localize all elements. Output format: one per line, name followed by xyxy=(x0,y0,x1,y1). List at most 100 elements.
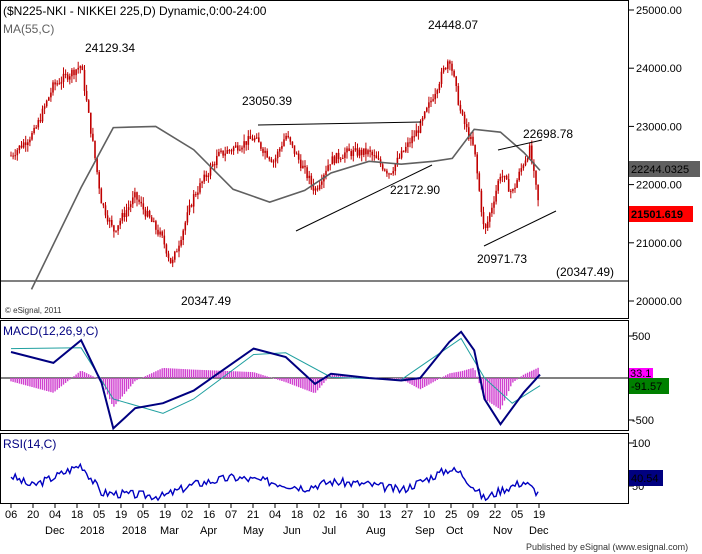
macd-series xyxy=(10,330,541,431)
candle-body xyxy=(253,137,256,141)
candle-body xyxy=(482,212,485,225)
candle-body xyxy=(331,156,334,165)
candle-body xyxy=(43,106,46,109)
candle-body xyxy=(142,203,145,210)
candle-body xyxy=(493,201,495,208)
candle-body xyxy=(438,83,441,91)
candle-series xyxy=(10,59,539,268)
copyright: © eSignal, 2011 xyxy=(5,306,62,315)
candle-body xyxy=(283,139,285,146)
x-day-label: 09 xyxy=(467,509,479,521)
candle-body xyxy=(264,150,266,153)
candle-body xyxy=(127,207,130,211)
candle-body xyxy=(136,192,138,200)
x-day-label: 27 xyxy=(401,509,413,521)
x-day-label: 02 xyxy=(181,509,193,521)
candle-body xyxy=(121,213,124,221)
candle-body xyxy=(260,142,262,149)
candle-body xyxy=(333,156,336,164)
candle-body xyxy=(455,76,457,87)
candle-body xyxy=(159,231,161,235)
candle-body xyxy=(272,161,275,163)
x-day-label: 05 xyxy=(511,509,523,521)
candle-body xyxy=(157,229,159,235)
candle-body xyxy=(318,184,321,189)
candle-body xyxy=(98,172,100,189)
candle-body xyxy=(270,159,273,162)
x-month-label: Oct xyxy=(446,525,463,537)
candle-body xyxy=(52,82,54,93)
candle-body xyxy=(484,224,487,228)
candle-body xyxy=(449,61,451,64)
candle-body xyxy=(520,168,523,172)
candle-body xyxy=(274,158,277,162)
rsi-value-badge xyxy=(629,470,663,486)
candle-body xyxy=(457,86,460,105)
annotation-20347-low: 20347.49 xyxy=(181,294,231,308)
price-tick-label: 24000.00 xyxy=(636,63,682,75)
x-month-label: Dec xyxy=(529,525,549,537)
macd-title: MACD(12,26,9,C) xyxy=(3,324,98,338)
candle-body xyxy=(350,151,352,157)
x-day-label: 13 xyxy=(379,509,391,521)
candle-body xyxy=(398,157,401,159)
candle-body xyxy=(71,69,73,77)
candle-body xyxy=(119,220,121,226)
candle-body xyxy=(291,141,294,146)
candle-body xyxy=(344,152,346,158)
macd-panel-frame xyxy=(0,320,629,431)
candle-body xyxy=(281,145,283,149)
rsi-panel-frame xyxy=(0,433,629,504)
candle-body xyxy=(58,83,61,85)
candle-body xyxy=(524,160,527,166)
candle-body xyxy=(178,245,180,252)
candle-body xyxy=(140,201,142,204)
candle-body xyxy=(423,111,426,118)
candle-body xyxy=(174,251,176,260)
candle-body xyxy=(377,158,380,160)
candle-body xyxy=(461,110,464,115)
candle-body xyxy=(125,210,128,218)
candle-body xyxy=(188,205,191,213)
candle-body xyxy=(428,102,430,108)
ma-value: 22244.0325 xyxy=(631,164,689,176)
candle-body xyxy=(491,207,493,214)
candle-body xyxy=(531,145,533,163)
candle-body xyxy=(287,135,289,138)
candle-body xyxy=(432,99,434,101)
candle-body xyxy=(411,136,413,144)
candle-body xyxy=(138,199,140,202)
candle-body xyxy=(285,135,287,140)
candle-body xyxy=(442,67,445,72)
candle-body xyxy=(329,164,331,166)
candle-body xyxy=(499,176,502,181)
candle-body xyxy=(528,145,531,159)
candle-body xyxy=(100,188,103,204)
candle-body xyxy=(129,204,132,208)
candle-body xyxy=(150,217,153,222)
price-tick-label: 22000.00 xyxy=(636,180,682,192)
candle-body xyxy=(518,171,520,181)
candle-body xyxy=(182,230,184,240)
macd-line xyxy=(10,330,541,431)
candle-body xyxy=(56,83,58,85)
ma-value-badge xyxy=(629,161,700,177)
candle-body xyxy=(64,73,67,75)
rsi-tick-label: 100 xyxy=(632,438,650,450)
candle-body xyxy=(386,170,388,174)
x-axis-days: 06 20 04 18 05 19 05 19 02 16 07 21 04 18 02 16 30 13 27 10… xyxy=(5,504,545,521)
candle-body xyxy=(486,221,489,228)
candle-body xyxy=(310,175,313,185)
x-day-label: 10 xyxy=(423,509,435,521)
candle-body xyxy=(321,181,323,185)
chart-title: ($N225-NKI - NIKKEI 225,D) Dynamic,0:00-… xyxy=(3,4,267,18)
rsi-series xyxy=(10,462,539,502)
ma-label: MA(55,C) xyxy=(3,22,54,36)
candle-body xyxy=(512,189,514,192)
candle-body xyxy=(360,149,363,155)
candle-body xyxy=(228,150,231,152)
candle-body xyxy=(75,69,77,76)
x-month-label: Aug xyxy=(366,525,386,537)
candle-body xyxy=(258,137,260,143)
candle-body xyxy=(478,173,481,191)
